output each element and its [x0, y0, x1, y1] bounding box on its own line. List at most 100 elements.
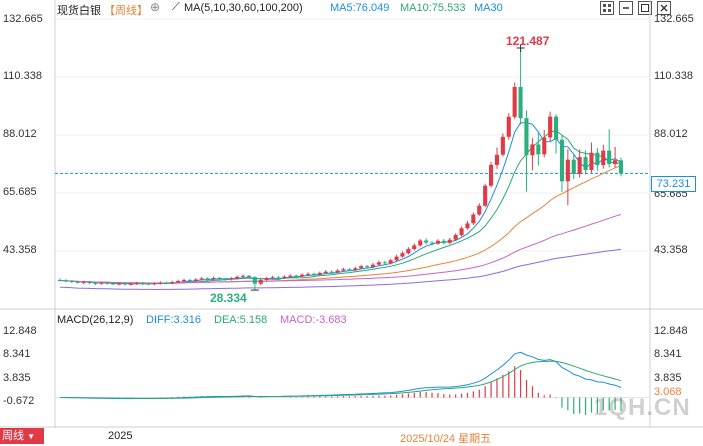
candle-body [394, 256, 399, 261]
candle-body [152, 283, 157, 285]
close-icon[interactable] [657, 1, 671, 15]
candle-body [518, 87, 523, 119]
candle-body [223, 278, 228, 280]
ma30-value: MA30 [474, 2, 503, 14]
candle-body [205, 278, 210, 280]
candle-body [341, 269, 346, 271]
settings-icon[interactable] [600, 1, 614, 15]
candle-body [93, 283, 98, 285]
y-axis-right-label: 110.338 [654, 70, 693, 82]
candle-body [477, 205, 482, 215]
minus-icon[interactable] [619, 1, 633, 15]
candle-body [128, 283, 133, 285]
candle-body [146, 283, 151, 285]
candle-body [187, 280, 192, 281]
candle-body [300, 274, 305, 277]
candle-body [577, 157, 582, 174]
ma100-line [59, 248, 622, 291]
candle-body [483, 185, 488, 206]
candle-body [453, 235, 458, 240]
candle-body [559, 139, 564, 182]
candle-body [595, 152, 600, 166]
candle-body [235, 276, 240, 279]
candle-body [571, 159, 576, 174]
candle-body [353, 268, 358, 270]
candle-body [607, 150, 612, 165]
candle-body [164, 282, 169, 284]
candle-body [613, 160, 618, 165]
period-label[interactable]: 【周线】 [104, 5, 148, 17]
candle-body [524, 118, 529, 156]
low-annotation: 28.334 [210, 291, 247, 305]
candle-body [554, 116, 559, 140]
candle-body [430, 242, 435, 244]
candle-body [241, 275, 246, 277]
candle-body [376, 262, 381, 265]
candle-body [306, 273, 311, 275]
candle-body [252, 277, 257, 284]
macd-axis-right-label: 3.835 [654, 372, 682, 384]
candle-body [418, 240, 423, 246]
period-tab[interactable]: 周线 ▼ [0, 428, 44, 444]
macd-axis-right-label: 3.068 [654, 386, 682, 398]
restore-icon[interactable] [638, 1, 652, 15]
current-price-tag: 73.231 [651, 176, 696, 192]
candle-body [489, 164, 494, 186]
candle-body [335, 270, 340, 273]
candle-body [494, 154, 499, 165]
candle-body [601, 150, 606, 166]
candle-body [447, 239, 452, 243]
ma60-line [59, 214, 622, 284]
candle-body [193, 279, 198, 281]
y-axis-right-label: 43.358 [654, 244, 688, 256]
candle-body [317, 273, 322, 275]
candle-body [435, 240, 440, 244]
period-tab-label: 周线 [2, 430, 24, 442]
candle-body [512, 87, 517, 117]
macd-label[interactable]: MACD(26,12,9) [57, 314, 134, 326]
ma-indicator-icon: ⟋ [172, 1, 180, 13]
y-axis-left-label: 43.358 [3, 244, 37, 256]
add-indicator-icon[interactable]: ⊕ [150, 0, 161, 14]
candle-body [199, 278, 204, 280]
candle-body [122, 283, 127, 285]
watermark: 1QH.CN [594, 394, 691, 421]
candle-body [117, 283, 122, 285]
candle-body [170, 282, 175, 284]
candle-body [548, 116, 553, 138]
candle-body [75, 281, 80, 283]
candle-body [69, 281, 74, 282]
candle-body [264, 278, 269, 280]
macd-axis-right-label: 8.341 [654, 348, 682, 360]
candle-body [134, 283, 139, 285]
candle-body [465, 223, 470, 229]
candle-body [217, 277, 222, 279]
candle-body [258, 280, 263, 284]
ma5-value: MA5:76.049 [330, 2, 390, 14]
candle-body [370, 264, 375, 267]
candle-body [323, 271, 328, 273]
macd-dea: DEA:5.158 [214, 314, 268, 326]
candle-body [400, 253, 405, 257]
candle-body [294, 275, 299, 277]
candle-body [583, 157, 588, 171]
candle-body [459, 228, 464, 236]
crosshair-date: 2025/10/24 星期五 [400, 433, 492, 445]
year-label: 2025 [108, 430, 133, 442]
ma-params[interactable]: MA(5,10,30,60,100,200) [184, 2, 303, 14]
candle-body [506, 116, 511, 137]
candle-body [311, 273, 316, 275]
candle-body [81, 282, 86, 284]
candle-body [276, 277, 281, 279]
candle-body [500, 136, 505, 155]
macd-axis-right-label: 12.848 [654, 325, 688, 337]
candle-body [270, 277, 275, 279]
ma10-value: MA10:75.533 [400, 2, 466, 14]
candle-body [288, 275, 293, 277]
triangle-down-icon: ▼ [27, 432, 35, 441]
macd-axis-label: -0.672 [3, 395, 35, 407]
candle-body [63, 280, 68, 282]
candle-body [140, 283, 145, 285]
